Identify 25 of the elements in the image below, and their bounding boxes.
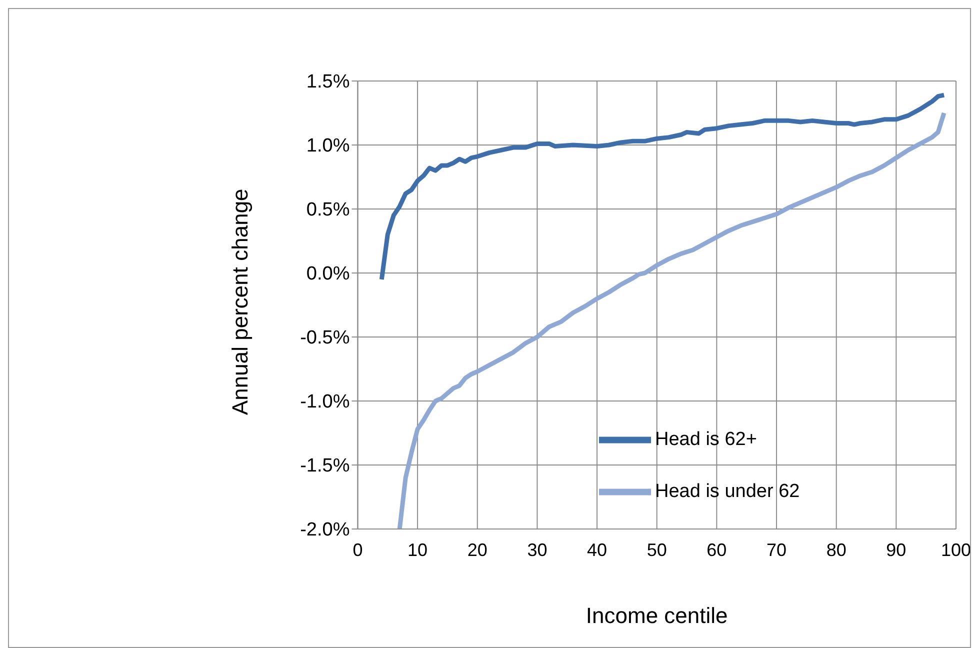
x-tick-label: 30 [527,540,548,560]
x-tick-label: 90 [886,540,906,560]
y-tick-label: 1.0% [306,136,350,157]
x-tick-label: 70 [766,540,787,560]
x-axis-title: Income centile [586,603,728,628]
y-tick-label: 0.5% [306,200,350,221]
y-tick-label: 1.5% [306,72,350,93]
x-tick-label: 10 [408,540,428,560]
line-series [397,110,946,529]
y-tick-label: -1.0% [300,392,350,413]
x-tick-label: 60 [706,540,727,560]
x-tick-label: 40 [587,540,608,560]
line-series [379,92,946,282]
x-tick-label: 0 [352,540,363,560]
y-axis-title: Annual percent change [228,188,253,415]
y-tick-label: 0.0% [306,264,350,285]
y-tick-label: -2.0% [300,520,350,541]
x-tick-label: 50 [646,540,667,560]
x-tick-label: 100 [940,540,972,560]
y-tick-label: -1.5% [300,456,350,477]
y-tick-label: -0.5% [300,328,350,349]
x-tick-label: 80 [826,540,846,560]
legend-label: Head is 62+ [655,429,757,450]
legend-label: Head is under 62 [655,481,800,502]
x-tick-label: 20 [467,540,488,560]
